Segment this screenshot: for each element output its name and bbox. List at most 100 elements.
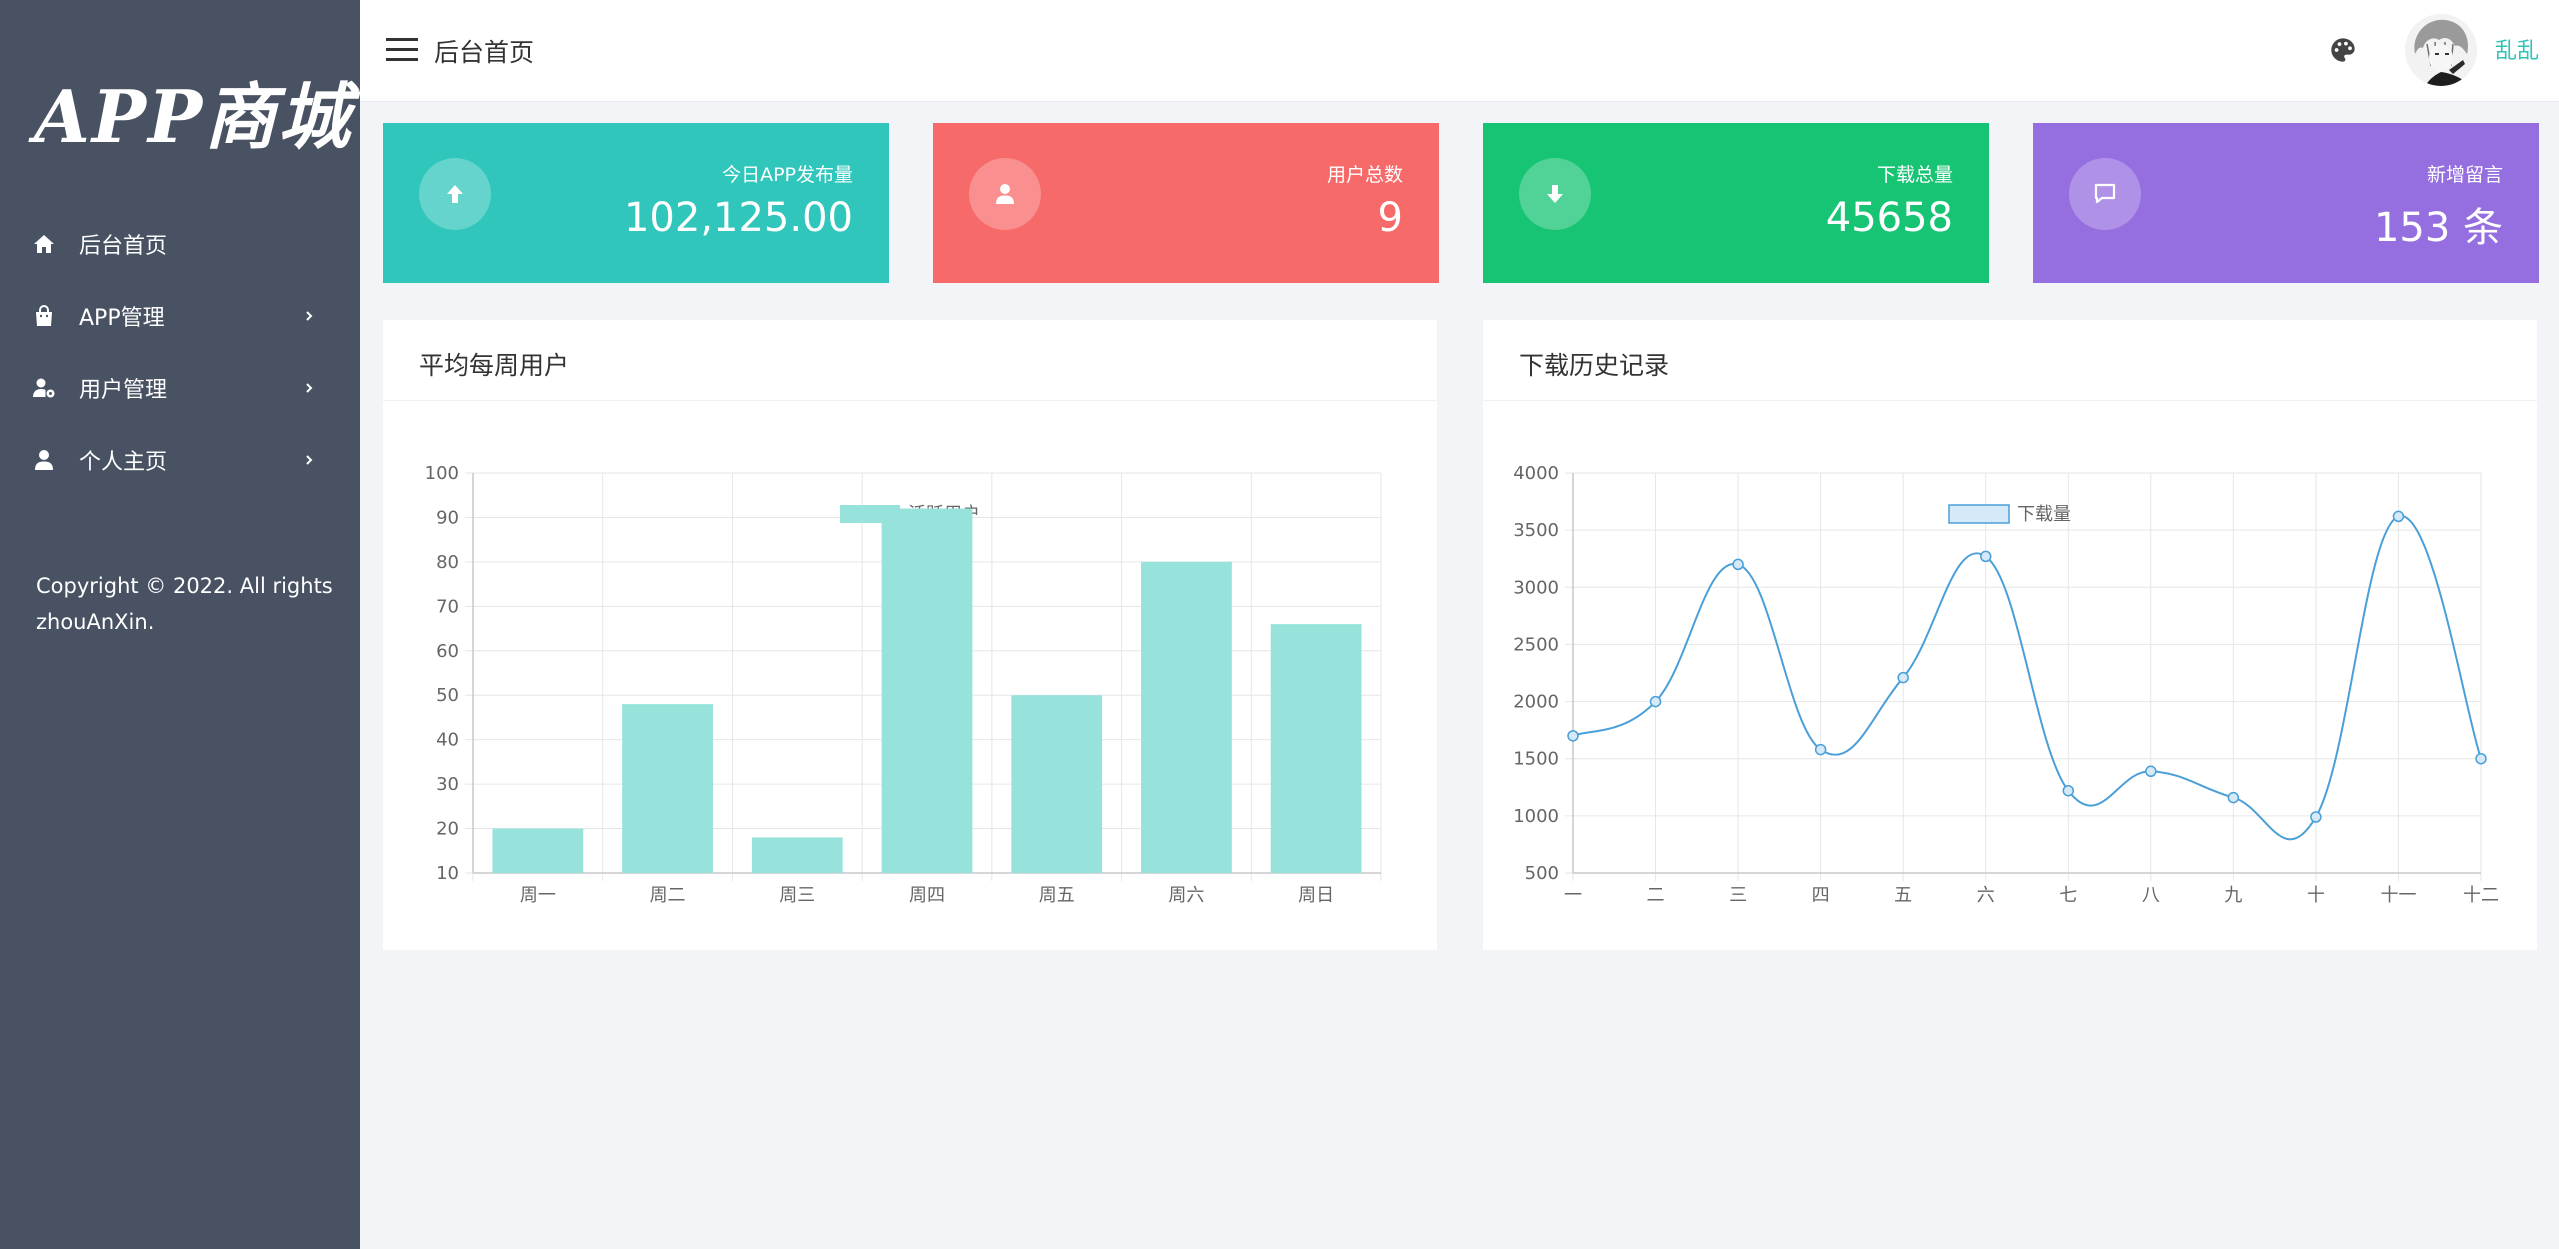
chevron-right-icon <box>306 455 313 465</box>
y-tick-label: 40 <box>436 730 459 751</box>
point-四 <box>1814 743 1827 756</box>
y-tick-label: 60 <box>436 641 459 662</box>
bar-周二 <box>622 704 713 873</box>
page-title: 后台首页 <box>434 38 535 67</box>
y-tick-label: 20 <box>436 819 459 840</box>
top-header: 后台首页 乱乱 <box>360 0 2559 102</box>
palette-icon[interactable] <box>2329 36 2357 64</box>
point-十 <box>2310 811 2322 823</box>
sidebar: APP商城 后台首页 APP管理 用户管理 <box>0 0 360 1249</box>
x-tick-label: 八 <box>2142 885 2160 906</box>
point-二 <box>1649 695 1662 708</box>
point-十二 <box>2475 752 2487 765</box>
x-tick-label: 周一 <box>520 885 556 906</box>
stat-icon-circle <box>969 158 1041 230</box>
stat-label: 今日APP发布量 <box>722 164 853 186</box>
stat-label: 新增留言 <box>2426 164 2503 186</box>
x-tick-label: 一 <box>1564 885 1582 906</box>
y-tick-label: 3000 <box>1513 577 1559 598</box>
panel-divider <box>1483 400 2537 401</box>
point-九 <box>2227 791 2240 804</box>
stat-icon-circle <box>2069 158 2141 230</box>
x-tick-label: 七 <box>2059 885 2077 906</box>
x-tick-label: 六 <box>1977 885 1995 906</box>
bar-周六 <box>1141 561 1232 873</box>
y-tick-label: 30 <box>436 774 459 795</box>
legend-swatch <box>1948 504 2010 524</box>
y-tick-label: 3500 <box>1513 520 1559 541</box>
y-tick-label: 70 <box>436 596 459 617</box>
stat-card-total-downloads[interactable]: 下载总量 45658 <box>1483 123 1989 283</box>
y-tick-label: 2500 <box>1513 634 1559 655</box>
chevron-right-icon <box>306 383 313 393</box>
menu-toggle-icon[interactable] <box>386 38 418 62</box>
x-tick-label: 周三 <box>779 885 815 906</box>
stat-label: 用户总数 <box>1326 164 1403 186</box>
sidebar-item-label: 后台首页 <box>79 234 168 259</box>
copyright-text: Copyright © 2022. All rights zhouAnXin. <box>36 574 333 634</box>
sidebar-item-label: 个人主页 <box>79 450 168 475</box>
avatar-image <box>2405 14 2477 86</box>
weekly-users-panel: 平均每周用户 10 20 30 40 50 60 70 80 90 100 周一 周二 周三 周四 周五 周六… <box>383 320 1437 950</box>
sidebar-item-user-management[interactable]: 用户管理 <box>0 352 360 424</box>
download-history-panel: 下载历史记录 500 1000 1500 2000 2500 3000 3500 4000 一 二… <box>1483 320 2537 950</box>
y-tick-label: 50 <box>436 685 459 706</box>
avatar[interactable] <box>2405 14 2477 86</box>
x-tick-label: 三 <box>1729 885 1747 906</box>
arrow-down-icon <box>1547 185 1563 203</box>
stat-label: 下载总量 <box>1876 164 1953 186</box>
x-tick-label: 十一 <box>2380 885 2416 906</box>
sidebar-item-label: APP管理 <box>79 306 165 331</box>
stat-icon-circle <box>1519 158 1591 230</box>
x-tick-label: 十二 <box>2463 885 2499 906</box>
stat-icon-circle <box>419 158 491 230</box>
bar-周四 <box>881 508 973 873</box>
x-tick-label: 周四 <box>909 885 945 906</box>
bar-周三 <box>751 837 843 873</box>
stat-value: 45658 <box>1825 195 1953 241</box>
panel-title: 下载历史记录 <box>1519 351 1670 380</box>
download-history-line-chart: 500 1000 1500 2000 2500 3000 3500 4000 一 二 三 四 五 六 七 八 九… <box>1513 463 2499 906</box>
x-tick-label: 周二 <box>650 885 686 906</box>
y-tick-label: 80 <box>436 552 459 573</box>
x-tick-label: 四 <box>1812 885 1830 906</box>
y-tick-label: 100 <box>425 463 459 484</box>
user-cog-icon <box>33 378 55 398</box>
sidebar-item-app-management[interactable]: APP管理 <box>0 280 360 352</box>
x-tick-label: 十 <box>2307 885 2325 906</box>
point-三 <box>1732 558 1744 571</box>
point-一 <box>1567 730 1579 742</box>
y-tick-label: 1500 <box>1513 749 1559 770</box>
y-tick-label: 90 <box>436 507 459 528</box>
point-十一 <box>2392 510 2405 523</box>
legend-label: 下载量 <box>2017 504 2071 525</box>
sidebar-item-profile[interactable]: 个人主页 <box>0 424 360 496</box>
user-icon <box>35 450 53 470</box>
stat-card-total-users[interactable]: 用户总数 9 <box>933 123 1439 283</box>
stat-card-app-releases[interactable]: 今日APP发布量 102,125.00 <box>383 123 889 283</box>
x-tick-label: 五 <box>1894 885 1912 906</box>
point-六 <box>1979 550 1992 563</box>
sidebar-item-label: 用户管理 <box>79 378 168 403</box>
stat-value: 9 <box>1377 195 1403 241</box>
username-link[interactable]: 乱乱 <box>2495 39 2540 64</box>
bar-周日 <box>1270 624 1362 873</box>
user-icon <box>996 184 1014 204</box>
x-tick-label: 二 <box>1647 885 1665 906</box>
stat-value: 153 条 <box>2373 205 2503 251</box>
sidebar-item-dashboard[interactable]: 后台首页 <box>0 208 360 280</box>
y-tick-label: 500 <box>1525 863 1559 884</box>
message-icon <box>2094 183 2116 204</box>
point-七 <box>2062 784 2075 797</box>
weekly-users-bar-chart: 102030405060708090100周一周二周三周四周五周六周日活跃用户 <box>425 463 1382 906</box>
x-tick-label: 周日 <box>1298 885 1334 906</box>
app-logo[interactable]: APP商城 <box>34 74 353 159</box>
y-tick-label: 4000 <box>1513 463 1559 484</box>
home-icon <box>34 235 54 253</box>
x-tick-label: 周五 <box>1039 885 1075 906</box>
stat-card-new-messages[interactable]: 新增留言 153 条 <box>2033 123 2539 283</box>
panel-divider <box>383 400 1437 401</box>
bar-周五 <box>1011 695 1103 873</box>
point-五 <box>1897 671 1909 684</box>
x-tick-label: 九 <box>2224 885 2242 906</box>
